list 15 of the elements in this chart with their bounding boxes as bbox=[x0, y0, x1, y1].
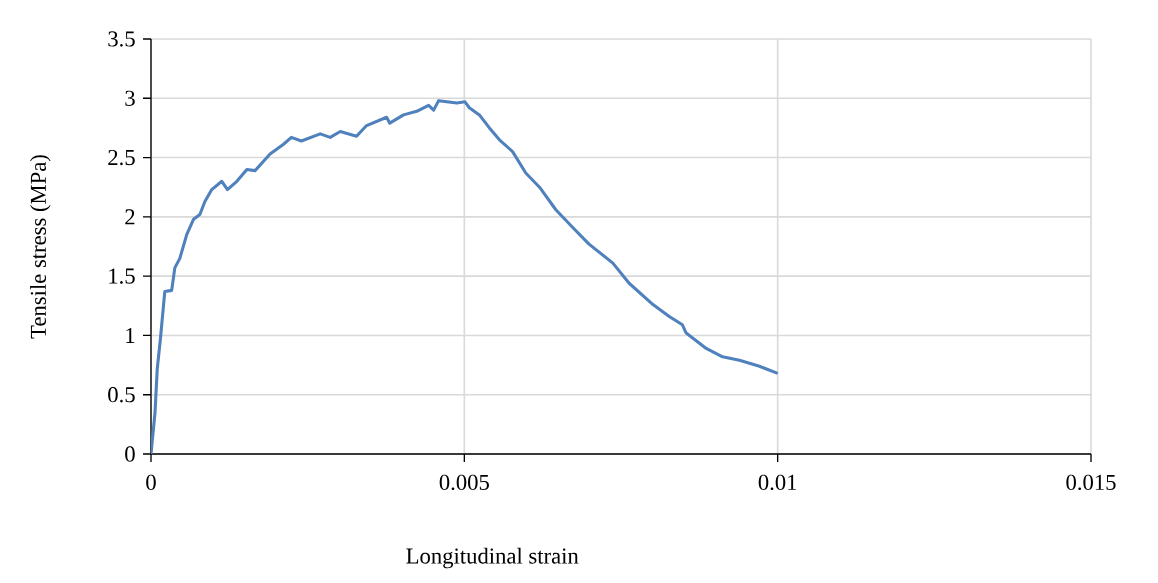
y-axis-title: Tensile stress (MPa) bbox=[30, 155, 51, 339]
x-tick-label: 0.005 bbox=[439, 474, 489, 491]
y-tick-label: 0.5 bbox=[108, 387, 135, 403]
y-tick-label: 2 bbox=[125, 209, 135, 225]
x-tick-label: 0.015 bbox=[1066, 474, 1116, 491]
x-tick-label: 0 bbox=[146, 474, 156, 491]
y-tick-label: 0 bbox=[125, 446, 135, 462]
x-tick-label: 0.01 bbox=[758, 474, 797, 491]
y-tick-label: 1.5 bbox=[109, 268, 135, 284]
x-axis-title: Longitudinal strain bbox=[406, 547, 579, 569]
y-tick-label: 2.5 bbox=[108, 149, 135, 166]
y-tick-label: 3.5 bbox=[108, 31, 135, 47]
y-tick-label: 1 bbox=[126, 327, 135, 343]
line-series bbox=[151, 99, 780, 454]
y-tick-label: 3 bbox=[125, 90, 135, 106]
